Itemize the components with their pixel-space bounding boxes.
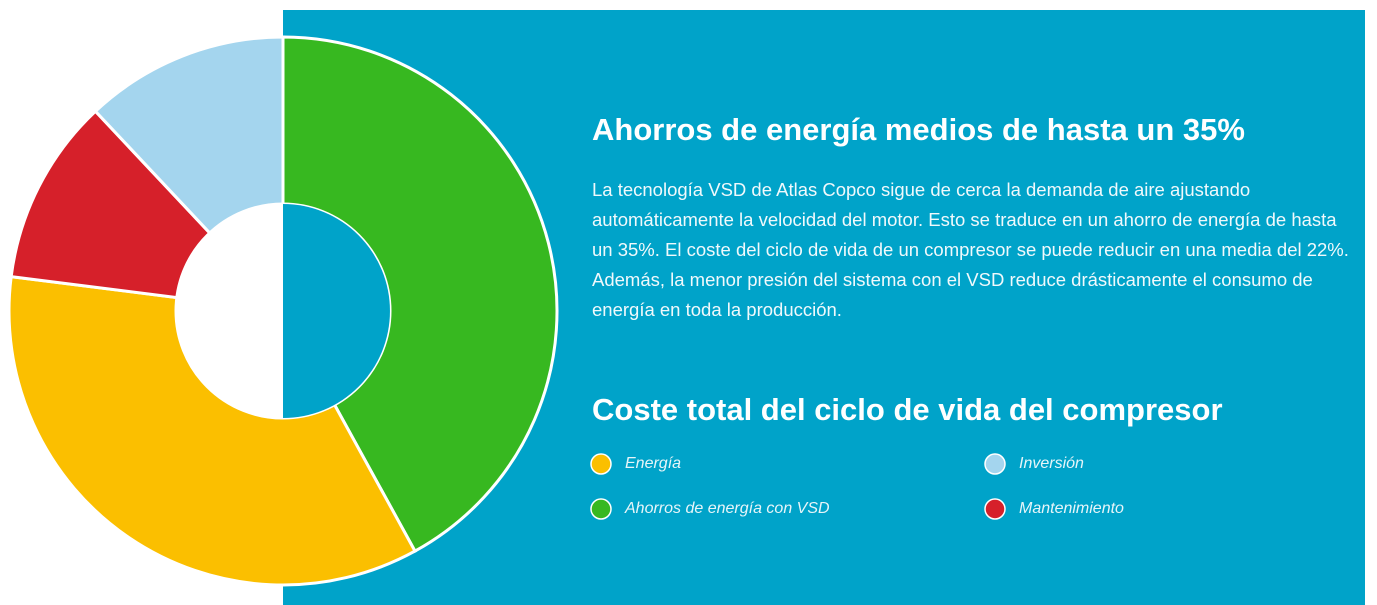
- wedge: [7, 274, 418, 587]
- legend-swatch: [984, 498, 1006, 520]
- legend-swatch: [984, 453, 1006, 475]
- legend-label: Mantenimiento: [1019, 500, 1124, 517]
- legend-label: Inversión: [1019, 455, 1084, 472]
- heading: Ahorros de energía medios de hasta un 35…: [592, 112, 1245, 147]
- legend-label: Ahorros de energía con VSD: [624, 500, 830, 517]
- wedge: [281, 35, 559, 554]
- legend-swatch: [590, 453, 612, 475]
- chart-title: Coste total del ciclo de vida del compre…: [592, 392, 1223, 427]
- legend-swatch: [590, 498, 612, 520]
- legend-label: Energía: [625, 455, 681, 472]
- body-text: La tecnología VSD de Atlas Copco sigue d…: [592, 179, 1349, 320]
- donut-hole-panel: [283, 204, 390, 418]
